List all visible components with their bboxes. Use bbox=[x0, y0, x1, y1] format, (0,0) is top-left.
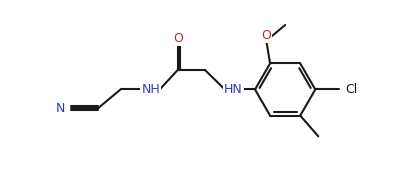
Text: NH: NH bbox=[141, 83, 160, 96]
Text: N: N bbox=[55, 102, 65, 115]
Text: Cl: Cl bbox=[345, 83, 358, 96]
Text: O: O bbox=[261, 29, 271, 42]
Text: HN: HN bbox=[224, 83, 243, 96]
Text: O: O bbox=[173, 32, 183, 45]
